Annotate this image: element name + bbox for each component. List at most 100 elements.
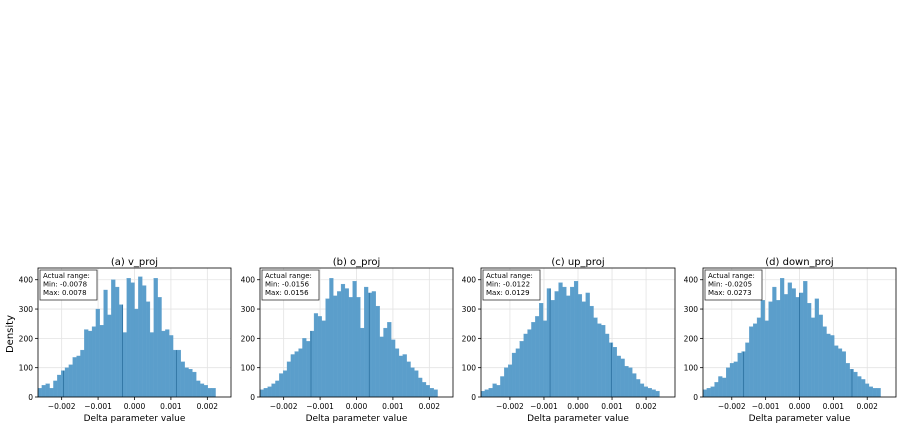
annotation-line: Min: -0.0205: [708, 281, 752, 289]
histogram-bar: [410, 367, 415, 398]
histogram-bar: [49, 388, 54, 398]
histogram-bar: [57, 374, 62, 398]
histogram-bar: [768, 301, 773, 398]
histogram-bar: [61, 370, 66, 398]
histogram-bar: [153, 278, 158, 398]
histogram-bar: [45, 383, 50, 398]
histogram-bar: [72, 357, 77, 398]
histogram-bar: [726, 367, 731, 398]
histogram-bar: [149, 332, 154, 398]
histogram-bar: [134, 308, 139, 398]
x-tick-label: −0.001: [306, 402, 334, 411]
histogram-bar: [161, 330, 166, 398]
x-tick-label: 0.002: [419, 402, 441, 411]
histogram-bar: [84, 329, 89, 398]
histogram-bar: [130, 282, 135, 398]
histogram-bar: [492, 383, 497, 398]
histogram-bar: [294, 351, 299, 398]
histogram-bar: [733, 361, 738, 398]
histogram-bar: [783, 294, 789, 398]
histogram-bar: [298, 348, 303, 398]
histogram-bar: [566, 295, 571, 398]
histogram-bar: [841, 351, 846, 398]
histogram-bar: [722, 377, 727, 398]
x-tick-label: 0.001: [601, 402, 623, 411]
histogram-bar: [791, 288, 796, 398]
histogram-bar: [286, 361, 292, 398]
histogram-bar: [737, 352, 742, 398]
y-tick-label: 200: [19, 334, 34, 343]
histogram-bar: [810, 317, 816, 398]
histogram-bar: [581, 301, 586, 398]
panel-1: 0 100 200 300 400 −0.002 −0.001 0.000 0.001 0.002…: [241, 257, 454, 424]
histogram-bar: [157, 297, 162, 398]
histogram-bar: [176, 349, 181, 398]
histogram-bar: [433, 389, 438, 398]
histogram-bar: [375, 305, 380, 398]
annotation-line: Min: -0.0122: [486, 281, 530, 289]
histogram-bar: [612, 347, 617, 398]
histogram-bar: [864, 383, 870, 398]
histogram-bar: [756, 317, 762, 398]
histogram-bar: [107, 314, 112, 398]
histogram-bar: [702, 389, 708, 398]
x-tick-label: −0.002: [270, 402, 298, 411]
histogram-bar: [360, 327, 365, 398]
histogram-bar: [321, 320, 326, 398]
histogram-bar: [263, 388, 268, 398]
histogram-bar: [729, 363, 735, 398]
histogram-bar: [496, 385, 501, 398]
x-tick-label: −0.001: [84, 402, 112, 411]
histogram-bar: [80, 349, 85, 398]
histogram-bar: [519, 341, 524, 398]
y-tick-label: 300: [684, 305, 699, 314]
x-tick-label: 0.002: [197, 402, 219, 411]
x-axis-label: Delta parameter value: [306, 414, 408, 424]
histogram-bar: [142, 285, 147, 398]
histogram-bar: [718, 376, 723, 398]
x-axis-label: Delta parameter value: [527, 414, 629, 424]
histogram-bar: [818, 314, 823, 398]
histogram-bar: [211, 388, 216, 398]
histogram-bar: [111, 279, 116, 398]
histogram-bar: [76, 355, 81, 398]
annotation-box: [482, 269, 541, 301]
histogram-bar: [391, 339, 396, 398]
histogram-bar: [41, 385, 46, 398]
y-tick-label: 300: [19, 305, 34, 314]
x-axis-label: Delta parameter value: [84, 414, 186, 424]
histogram-bar: [429, 388, 434, 398]
annotation-line: Actual range:: [43, 272, 90, 280]
y-tick-label: 400: [462, 276, 477, 285]
histogram-bar: [760, 300, 765, 398]
histogram-bar: [616, 355, 621, 398]
y-tick-label: 300: [462, 305, 477, 314]
annotation-line: Max: 0.0078: [43, 289, 87, 297]
histogram-bar: [753, 323, 758, 398]
y-tick-label: 200: [684, 334, 699, 343]
histogram-bar: [605, 333, 610, 398]
x-tick-label: 0.001: [382, 402, 404, 411]
x-tick-label: −0.002: [48, 402, 76, 411]
y-tick-label: 0: [250, 393, 255, 402]
x-tick-label: 0.002: [856, 402, 878, 411]
histogram-bar: [550, 300, 555, 398]
histogram-bar: [807, 303, 812, 398]
histogram-bar: [480, 390, 486, 398]
y-tick-label: 100: [241, 364, 256, 373]
x-tick-label: 0.000: [789, 402, 811, 411]
histogram-bar: [523, 333, 528, 398]
histogram-bar: [418, 377, 423, 398]
x-tick-label: 0.002: [635, 402, 657, 411]
x-tick-label: 0.001: [160, 402, 182, 411]
histogram-bar: [504, 367, 509, 398]
annotation-box: [39, 269, 98, 301]
histogram-bar: [853, 371, 858, 398]
x-tick-label: 0.000: [567, 402, 589, 411]
histogram-bar: [53, 380, 58, 398]
histogram-bar: [632, 373, 637, 398]
